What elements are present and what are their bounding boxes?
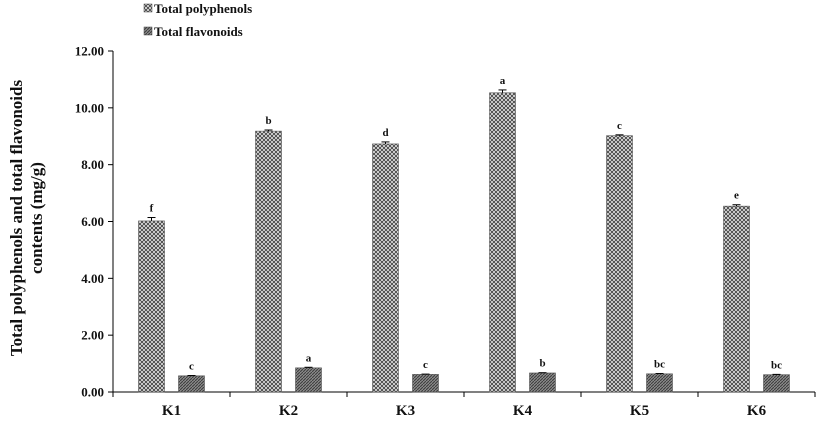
x-tick-label: K1 [162, 403, 181, 419]
legend-label-total-polyphenols: Total polyphenols [154, 1, 252, 16]
y-tick-label: 2.00 [81, 328, 104, 343]
y-tick-label: 10.00 [75, 100, 104, 115]
significance-label: a [306, 352, 312, 364]
legend-swatch-total-polyphenols [143, 3, 153, 13]
bars [138, 89, 790, 393]
y-tick-label: 6.00 [81, 214, 104, 229]
y-axis-ticks: 0.00 2.00 4.00 6.00 8.00 10.00 12.00 [75, 44, 113, 400]
significance-label: bc [654, 359, 665, 371]
legend-label-total-flavonoids: Total flavonoids [154, 24, 243, 39]
bar [529, 372, 556, 393]
significance-label: b [539, 358, 545, 370]
x-tick-label: K6 [747, 403, 767, 419]
significance-label: d [382, 127, 388, 139]
y-axis-title-line-1: Total polyphenols and total flavonoids [7, 80, 26, 357]
bar [606, 135, 633, 393]
significance-label: c [423, 359, 428, 371]
bar [255, 130, 282, 393]
bar [723, 205, 750, 393]
significance-label: a [500, 75, 506, 87]
y-tick-label: 0.00 [81, 385, 104, 400]
y-tick-label: 12.00 [75, 44, 104, 59]
bar [489, 92, 516, 393]
significance-label: f [150, 203, 154, 215]
x-tick-label: K5 [630, 403, 649, 419]
x-tick-label: K2 [279, 403, 298, 419]
significance-labels: f b d a c e c a c b bc bc [150, 75, 782, 373]
bar [646, 373, 673, 393]
significance-label: c [617, 120, 622, 132]
significance-label: b [265, 115, 271, 127]
significance-label: c [189, 361, 194, 373]
bar [138, 220, 165, 393]
legend-swatch-total-flavonoids [143, 26, 153, 36]
x-tick-label: K3 [396, 403, 415, 419]
significance-label: bc [771, 359, 782, 371]
y-tick-label: 4.00 [81, 271, 104, 286]
x-axis-ticks: K1 K2 K3 K4 K5 K6 [112, 392, 816, 419]
bar [412, 374, 439, 393]
bar [372, 143, 399, 393]
bar [763, 374, 790, 393]
bar [178, 375, 205, 393]
y-axis-title-line-2: contents (mg/g) [27, 162, 46, 274]
legend: Total polyphenols Total flavonoids [143, 1, 252, 39]
x-tick-label: K4 [513, 403, 533, 419]
significance-label: e [734, 190, 739, 202]
y-tick-label: 8.00 [81, 157, 104, 172]
bar [295, 367, 322, 393]
